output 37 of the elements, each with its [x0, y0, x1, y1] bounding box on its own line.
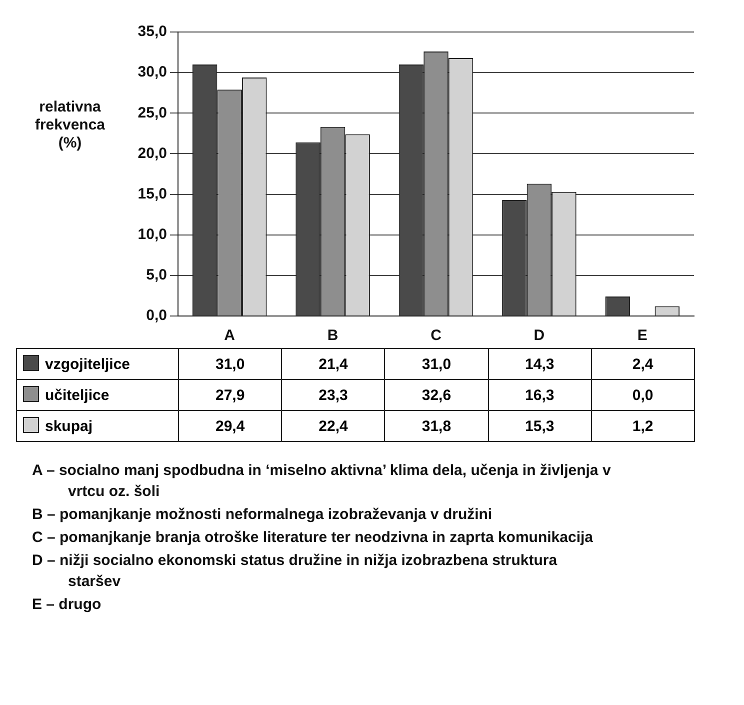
data-label: 0,0	[591, 380, 694, 410]
data-label: 14,3	[488, 348, 592, 380]
x-tick-label: C	[430, 327, 442, 344]
data-label: 29,4	[178, 410, 282, 442]
y-tick-label: 30,0	[138, 64, 167, 81]
data-label: 31,8	[384, 410, 488, 442]
data-label: 31,0	[384, 348, 488, 380]
legend-label: učiteljice	[16, 380, 178, 410]
data-label: 22,4	[282, 410, 385, 442]
y-tick-label: 20,0	[138, 144, 167, 162]
text: A – socialno manj spodbudna in ‘miselno aktivna’ klima dela, učenja in življenja v vrtcu oz. šoli	[32, 461, 612, 502]
legend-label: vzgojiteljice	[16, 348, 178, 380]
text: E – drugo	[32, 595, 102, 615]
data-label: 1,2	[591, 410, 694, 442]
text: C – pomanjkanje branja otroške literature ter neodzivna in zaprta komunikacija	[32, 528, 594, 548]
data-label: 27,9	[178, 380, 282, 410]
x-tick-label: A	[224, 327, 236, 344]
y-tick-label: 5,0	[146, 266, 167, 284]
data-label: 23,3	[282, 380, 385, 410]
data-label: 2,4	[591, 348, 694, 380]
legend-label: skupaj	[16, 410, 178, 442]
x-tick-label: E	[637, 327, 648, 344]
y-tick-label: 25,0	[138, 104, 167, 122]
y-axis-title: relativna frekvenca (%)	[34, 98, 106, 152]
x-tick-label: B	[327, 327, 338, 344]
data-label: 32,6	[384, 380, 488, 410]
y-tick-label: 10,0	[138, 226, 167, 243]
y-tick-label: 35,0	[138, 23, 167, 40]
x-tick-label: D	[534, 327, 545, 344]
y-tick-label: 15,0	[138, 185, 167, 202]
y-tick-label: 0,0	[146, 307, 167, 324]
data-label: 16,3	[488, 380, 592, 410]
text: B – pomanjkanje možnosti neformalnega izobraževanja v družini	[32, 505, 494, 525]
data-label: 21,4	[282, 348, 385, 380]
text: D – nižji socialno ekonomski status družine in nižja izobrazbena struktura staršev	[32, 551, 558, 592]
data-label: 31,0	[178, 348, 282, 380]
data-label: 15,3	[488, 410, 592, 442]
